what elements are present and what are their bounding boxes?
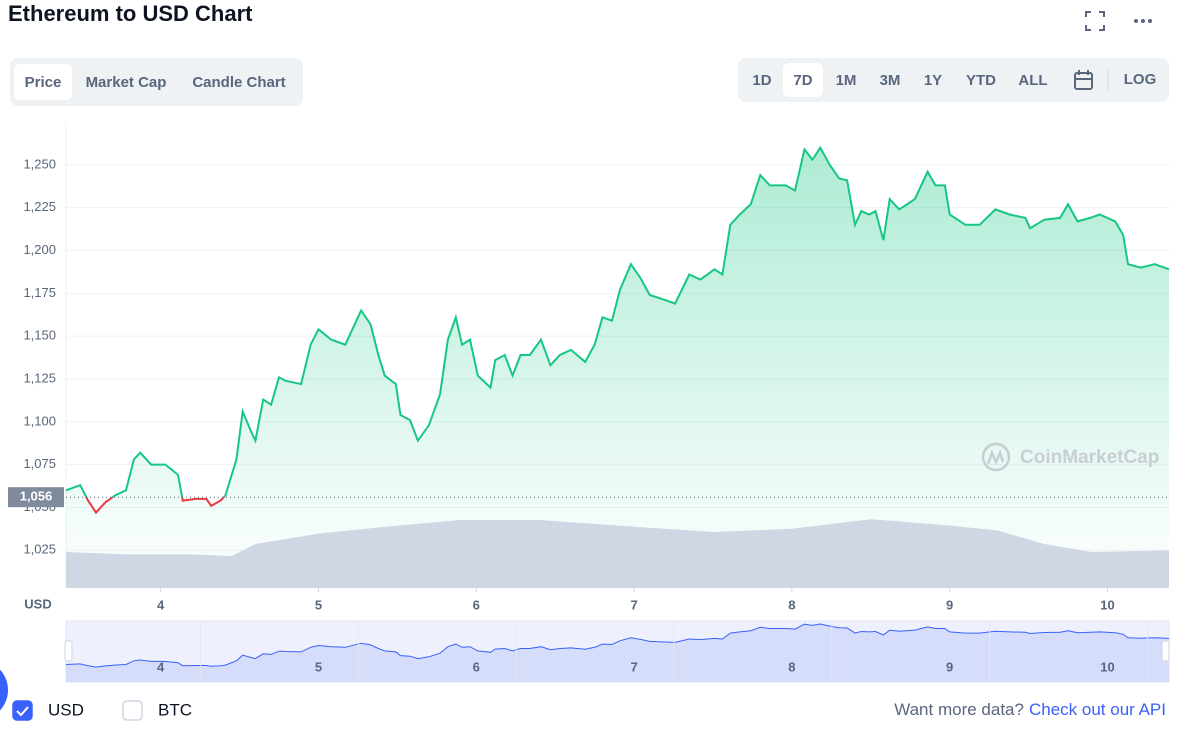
checkbox[interactable] — [12, 700, 33, 721]
checkbox-label: USD — [48, 700, 84, 719]
tab[interactable]: Candle Chart — [192, 74, 285, 91]
side-badge[interactable] — [0, 660, 8, 720]
calendar-body — [1074, 72, 1093, 90]
calendar-icon[interactable] — [1074, 70, 1093, 90]
tab[interactable]: Price — [25, 74, 62, 91]
navigator-handle[interactable] — [1161, 640, 1170, 662]
range-button[interactable]: YTD — [966, 72, 996, 89]
promo-text: Want more data? — [894, 700, 1024, 719]
y-axis-label: USD — [24, 596, 51, 611]
navigator-tick-label: 10 — [1100, 659, 1114, 674]
y-tick-label: 1,200 — [23, 242, 56, 257]
range-button[interactable]: 1Y — [924, 72, 942, 89]
calendar-top — [1075, 70, 1092, 80]
y-tick-label: 1,125 — [23, 370, 56, 385]
watermark-logo — [981, 442, 1011, 472]
volume-area — [66, 519, 1169, 588]
tab[interactable]: Market Cap — [86, 74, 167, 91]
navigator-tick-label: 8 — [788, 659, 795, 674]
navigator-tick-label: 7 — [630, 659, 637, 674]
y-tick-label: 1,150 — [23, 328, 56, 343]
reference-label-bg — [8, 487, 64, 508]
x-tick-label: 8 — [788, 597, 795, 612]
navigator-handle[interactable] — [64, 640, 73, 662]
navigator-area — [66, 624, 1169, 682]
range-group — [738, 58, 1169, 102]
navigator-tick-label: 5 — [315, 659, 322, 674]
y-tick-label: 1,075 — [23, 456, 56, 471]
range-button[interactable]: 1M — [836, 72, 857, 89]
navigator-tick-label: 6 — [473, 659, 480, 674]
tab-group — [10, 58, 303, 106]
price-line — [65, 145, 1170, 498]
range-button[interactable]: 3M — [880, 72, 901, 89]
chart-title: Ethereum to USD Chart — [8, 1, 253, 26]
y-tick-label: 1,025 — [23, 542, 56, 557]
y-tick-label: 1,250 — [23, 156, 56, 171]
price-area — [66, 147, 1169, 588]
y-tick-label: 1,225 — [23, 199, 56, 214]
checkbox[interactable] — [122, 700, 143, 721]
navigator-line — [65, 623, 1170, 668]
range-button[interactable]: 1D — [752, 72, 771, 89]
logo-ring — [981, 442, 1011, 472]
x-tick-label: 4 — [157, 597, 165, 612]
reference-label: 1,056 — [20, 489, 53, 504]
x-tick-label: 10 — [1100, 597, 1114, 612]
navigator-tick-label: 9 — [946, 659, 953, 674]
x-tick-label: 9 — [946, 597, 953, 612]
checkmark — [16, 706, 29, 717]
tab-selected-bg — [14, 64, 72, 100]
fullscreen-icon[interactable] — [1085, 11, 1105, 31]
promo: Want more data? Check out our API — [894, 700, 1166, 719]
range-button[interactable]: 7D — [793, 72, 812, 89]
log-button[interactable]: LOG — [1124, 71, 1157, 88]
watermark: CoinMarketCap — [1020, 447, 1159, 468]
y-tick-label: 1,100 — [23, 413, 56, 428]
logo-m — [986, 449, 1005, 466]
range-button[interactable]: ALL — [1018, 72, 1047, 89]
more-icon[interactable] — [1134, 19, 1152, 23]
y-tick-label: 1,175 — [23, 285, 56, 300]
x-tick-label: 5 — [315, 597, 322, 612]
range-selected-bg — [783, 63, 823, 97]
navigator-tick-label: 4 — [157, 659, 165, 674]
promo-link[interactable]: Check out our API — [1029, 700, 1166, 719]
checkbox-label: BTC — [158, 700, 192, 719]
x-tick-label: 7 — [630, 597, 637, 612]
x-tick-label: 6 — [473, 597, 480, 612]
